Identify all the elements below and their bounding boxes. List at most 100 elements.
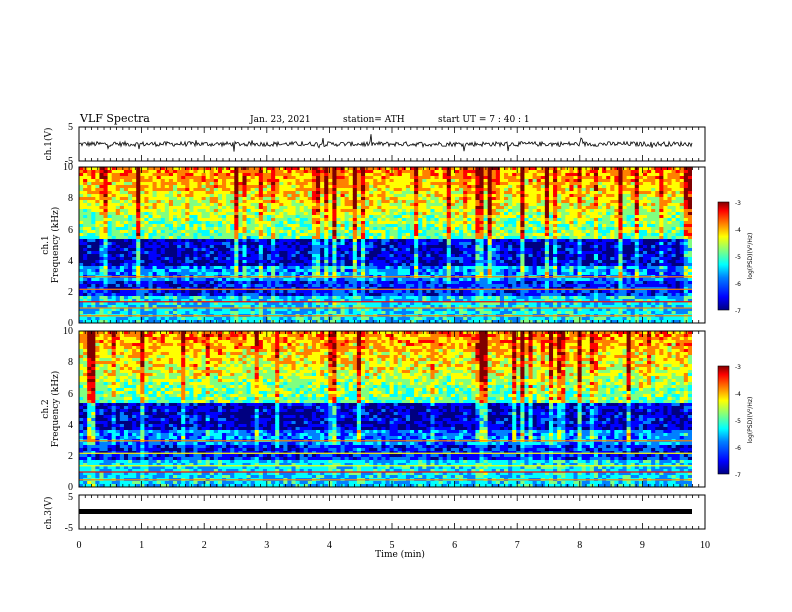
spectrogram-cell <box>238 215 243 219</box>
spectrogram-cell <box>287 221 292 225</box>
spectrogram-cell <box>442 230 448 234</box>
spectrogram-cell <box>450 188 456 192</box>
spectrogram-cell <box>336 257 341 261</box>
spectrogram-cell <box>197 236 202 240</box>
spectrogram-cell <box>91 311 96 315</box>
spectrogram-cell <box>365 302 370 306</box>
spectrogram-cell <box>79 188 84 192</box>
spectrogram-cell <box>414 170 419 174</box>
spectrogram-cell <box>160 224 166 228</box>
spectrogram-cell <box>222 311 227 315</box>
spectrogram-cell <box>213 317 219 321</box>
spectrogram-cell <box>258 263 264 267</box>
spectrogram-cell <box>238 317 243 321</box>
spectrogram-cell <box>156 278 162 282</box>
spectrogram-cell <box>193 167 198 171</box>
spectrogram-cell <box>160 284 166 288</box>
spectrogram-cell <box>266 218 272 222</box>
spectrogram-cell <box>246 317 252 321</box>
spectrogram-cell <box>238 236 243 240</box>
spectrogram-cell <box>385 263 390 267</box>
spectrogram-cell <box>234 317 239 321</box>
spectrogram-cell <box>307 272 313 276</box>
spectrogram-cell <box>373 188 378 192</box>
spectrogram-cell <box>414 263 419 267</box>
spectrogram-cell <box>185 284 190 288</box>
spectrogram-cell <box>434 230 440 234</box>
spectrogram-cell <box>262 185 268 189</box>
spectrogram-cell <box>201 215 207 219</box>
spectrogram-cell <box>103 245 109 249</box>
spectrogram-cell <box>144 248 149 252</box>
spectrogram-cell <box>426 269 431 273</box>
spectrogram-cell <box>377 245 382 249</box>
spectrogram-cell <box>144 254 149 258</box>
spectrogram-cell <box>295 191 301 195</box>
spectrogram-cell <box>401 266 407 270</box>
spectrogram-cell <box>250 254 256 258</box>
spectrogram-cell <box>340 317 346 321</box>
spectrogram-cell <box>99 218 104 222</box>
spectrogram-cell <box>156 176 162 180</box>
spectrogram-cell <box>328 203 333 207</box>
spectrogram-cell <box>438 245 444 249</box>
spectrogram-cell <box>172 254 178 258</box>
spectrogram-cell <box>438 272 444 276</box>
spectrogram-cell <box>381 182 386 186</box>
spectrogram-cell <box>193 215 198 219</box>
spectrogram-cell <box>344 167 350 171</box>
spectrogram-cell <box>434 179 440 183</box>
spectrogram-cell <box>258 305 264 309</box>
spectrogram-cell <box>230 281 235 285</box>
spectrogram-cell <box>418 284 423 288</box>
spectrogram-cell <box>389 194 395 198</box>
spectrogram-cell <box>356 194 362 198</box>
spectrogram-cell <box>91 320 96 324</box>
spectrogram-cell <box>405 317 411 321</box>
spectrogram-cell <box>397 257 403 261</box>
spectrogram-cell <box>320 182 325 186</box>
spectrogram-cell <box>275 185 280 189</box>
spectrogram-cell <box>279 317 284 321</box>
spectrogram-cell <box>119 260 125 264</box>
spectrogram-cell <box>119 212 125 216</box>
spectrogram-cell <box>320 266 325 270</box>
spectrogram-cell <box>185 197 190 201</box>
spectrogram-cell <box>250 317 256 321</box>
spectrogram-cell <box>442 191 448 195</box>
spectrogram-cell <box>405 227 411 231</box>
spectrogram-cell <box>99 191 104 195</box>
spectrogram-cell <box>381 212 386 216</box>
spectrogram-cell <box>230 239 235 243</box>
spectrogram-cell <box>87 290 92 294</box>
spectrogram-cell <box>385 209 390 213</box>
spectrogram-cell <box>324 221 329 225</box>
spectrogram-cell <box>103 221 109 225</box>
spectrogram-cell <box>205 239 211 243</box>
spectrogram-cell <box>340 308 346 312</box>
spectrogram-cell <box>356 167 362 171</box>
spectrogram-cell <box>111 242 117 246</box>
spectrogram-cell <box>226 212 231 216</box>
spectrogram-cell <box>287 239 292 243</box>
spectrogram-cell <box>266 197 272 201</box>
spectrogram-cell <box>242 242 247 246</box>
spectrogram-cell <box>381 317 386 321</box>
spectrogram-cell <box>352 176 358 180</box>
spectrogram-cell <box>291 278 296 282</box>
spectrogram-cell <box>389 173 395 177</box>
spectrogram-cell <box>373 248 378 252</box>
spectrogram-cell <box>254 260 260 264</box>
spectrogram-cell <box>107 224 113 228</box>
spectrogram-cell <box>446 215 452 219</box>
spectrogram-cell <box>189 248 194 252</box>
spectrogram-cell <box>107 305 113 309</box>
spectrogram-cell <box>185 182 190 186</box>
spectrogram-cell <box>275 191 280 195</box>
spectrogram-cell <box>156 215 162 219</box>
spectrogram-cell <box>262 188 268 192</box>
spectrogram-cell <box>185 257 190 261</box>
spectrogram-cell <box>438 197 444 201</box>
spectrogram-cell <box>295 194 301 198</box>
spectrogram-cell <box>107 230 113 234</box>
